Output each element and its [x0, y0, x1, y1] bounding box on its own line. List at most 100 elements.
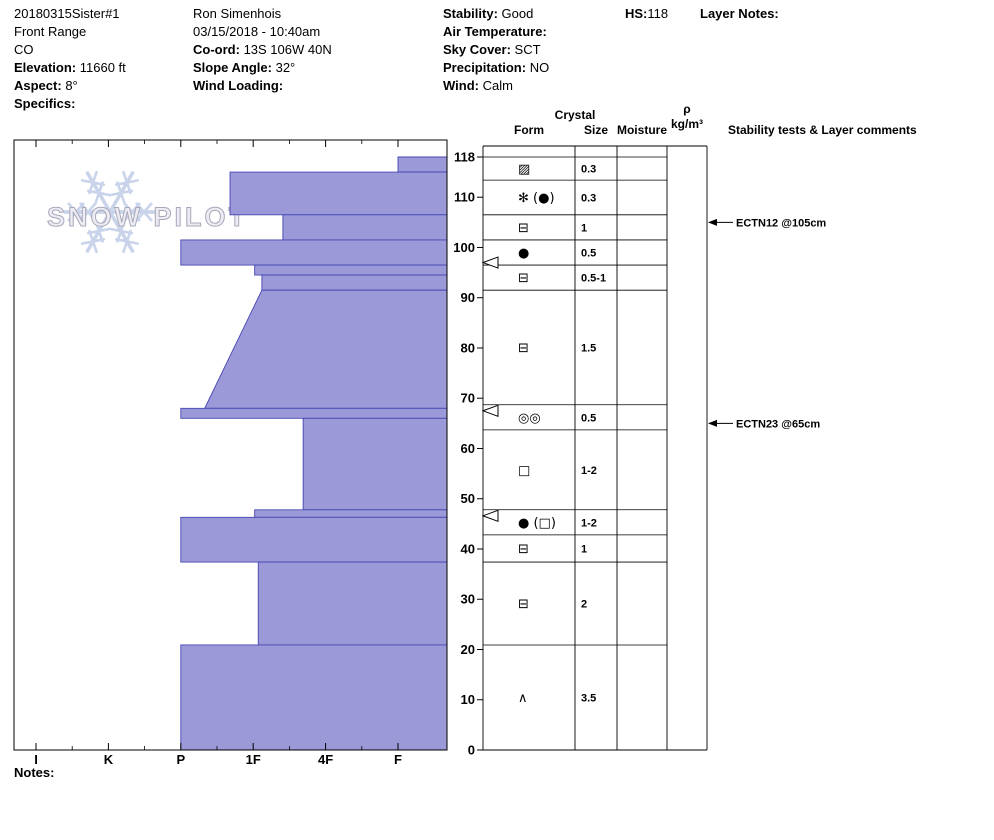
wind-value: Calm — [482, 78, 513, 93]
snowflake-icon — [80, 179, 95, 184]
header-col-observer: Ron Simenhois 03/15/2018 - 10:40am Co-or… — [193, 5, 332, 95]
crystal-form-symbol: □ — [518, 463, 530, 478]
crystal-form-symbol: ∧ — [518, 691, 528, 706]
elevation-row: Elevation: 11660 ft — [14, 59, 126, 77]
aspect-label: Aspect: — [14, 78, 62, 93]
crystal-form-symbol: ⊟ — [518, 221, 529, 236]
crystal-size-value: 3.5 — [581, 692, 596, 704]
sky-cover-label: Sky Cover: — [443, 42, 511, 57]
coord-value: 13S 106W 40N — [243, 42, 332, 57]
crystal-size-value: 1 — [581, 543, 587, 555]
depth-axis-label: 118 — [454, 150, 475, 165]
crystal-form-symbol: ⊟ — [518, 341, 529, 356]
specifics-row: Specifics: — [14, 95, 126, 113]
air-temp-label: Air Temperature: — [443, 24, 547, 39]
snowflake-icon — [91, 170, 98, 184]
moisture-header: Moisture — [617, 123, 667, 137]
snowflake-icon — [74, 210, 85, 222]
snowpilot-watermark: SNOW PILOT — [47, 170, 248, 254]
precip-label: Precipitation: — [443, 60, 527, 75]
depth-axis-label: 30 — [461, 592, 475, 607]
snow-layer-bar — [254, 509, 448, 518]
layer-boundary-marker — [481, 509, 499, 523]
crystal-form-symbol: ◎◎ — [518, 411, 541, 426]
snowflake-icon — [97, 181, 104, 195]
snowflake-icon — [97, 191, 112, 197]
notes-label: Notes: — [14, 765, 55, 780]
crystal-size-value: 1-2 — [581, 465, 597, 477]
precip-value: NO — [529, 60, 550, 75]
header-col-layer-notes: Layer Notes: — [700, 5, 779, 23]
wind-loading-row: Wind Loading: — [193, 77, 332, 95]
snowflake-icon — [88, 181, 95, 195]
snowflake-icon — [85, 171, 135, 253]
hs-label: HS: — [625, 6, 648, 21]
header-col-conditions: Stability: Good Air Temperature: Sky Cov… — [443, 5, 549, 95]
crystal-form-symbol: ⊟ — [518, 597, 529, 612]
wind-label: Wind: — [443, 78, 479, 93]
crystal-form-symbol: ✻ (●) — [518, 191, 555, 206]
snowflake-icon — [94, 191, 101, 205]
watermark-text: SNOW PILOT — [47, 202, 248, 232]
wind-row: Wind: Calm — [443, 77, 549, 95]
crystal-size-value: 0.5 — [581, 247, 596, 259]
depth-axis-label: 10 — [461, 692, 475, 707]
snowflake-icon — [119, 191, 126, 205]
snowflake-icon — [86, 202, 97, 214]
form-header: Form — [514, 123, 544, 137]
depth-axis-label: 80 — [461, 340, 475, 355]
hardness-axis-label: P — [176, 752, 185, 767]
snow-layer-bar — [282, 214, 448, 241]
air-temp-row: Air Temperature: — [443, 23, 549, 41]
depth-axis-label: 0 — [468, 743, 475, 758]
size-header: Size — [584, 123, 608, 137]
slope-angle-row: Slope Angle: 32° — [193, 59, 332, 77]
stability-test-label: ECTN12 @105cm — [736, 217, 826, 229]
snowflake-icon — [108, 191, 123, 197]
depth-axis-label: 90 — [461, 290, 475, 305]
elevation-value: 11660 ft — [79, 60, 126, 75]
hardness-axis-label: 1F — [246, 752, 261, 767]
crystal-form-symbol: ● — [518, 246, 529, 261]
snowflake-icon — [79, 202, 90, 214]
snow-layer-bar — [203, 289, 448, 409]
slope-angle-value: 32° — [275, 60, 296, 75]
snowflake-icon — [125, 179, 140, 184]
pit-name: 20180315Sister#1 — [14, 6, 120, 21]
crystal-form-symbol: ▨ — [518, 162, 530, 177]
snow-layer-bar — [261, 274, 448, 291]
snow-layer-bar — [180, 239, 448, 266]
depth-axis-label: 50 — [461, 491, 475, 506]
aspect-row: Aspect: 8° — [14, 77, 126, 95]
crystal-size-value: 0.5 — [581, 412, 596, 424]
depth-axis-label: 60 — [461, 441, 475, 456]
hs-row: HS:118 — [625, 5, 668, 23]
crystal-header: Crystal — [555, 108, 596, 122]
snow-layer-bar — [302, 417, 448, 511]
coord-label: Co-ord: — [193, 42, 240, 57]
observer-name: Ron Simenhois — [193, 6, 282, 21]
depth-axis-label: 20 — [461, 642, 475, 657]
layer-boundary-marker — [481, 256, 499, 269]
coord-row: Co-ord: 13S 106W 40N — [193, 41, 332, 59]
snowflake-icon — [86, 210, 97, 222]
snow-layer-bar — [257, 561, 448, 646]
stability-test-label: ECTN23 @65cm — [736, 418, 820, 430]
hardness-axis-label: K — [104, 752, 114, 767]
precip-row: Precipitation: NO — [443, 59, 549, 77]
snow-layer-bar — [254, 264, 448, 276]
aspect-value: 8° — [65, 78, 78, 93]
crystal-size-value: 0.5-1 — [581, 273, 606, 285]
stability-value: Good — [501, 6, 534, 21]
crystal-form-symbol: ⊟ — [518, 271, 529, 286]
stability-row: Stability: Good — [443, 5, 549, 23]
header-col-hs: HS:118 — [625, 5, 668, 23]
density-unit-header: kg/m³ — [671, 117, 703, 131]
hardness-axis-label: F — [394, 752, 402, 767]
hardness-profile-layers — [180, 156, 448, 751]
sky-cover-value: SCT — [514, 42, 541, 57]
pit-datetime: 03/15/2018 - 10:40am — [193, 24, 321, 39]
crystal-size-value: 1.5 — [581, 342, 596, 354]
depth-axis-label: 70 — [461, 391, 475, 406]
pit-state: CO — [14, 42, 34, 57]
